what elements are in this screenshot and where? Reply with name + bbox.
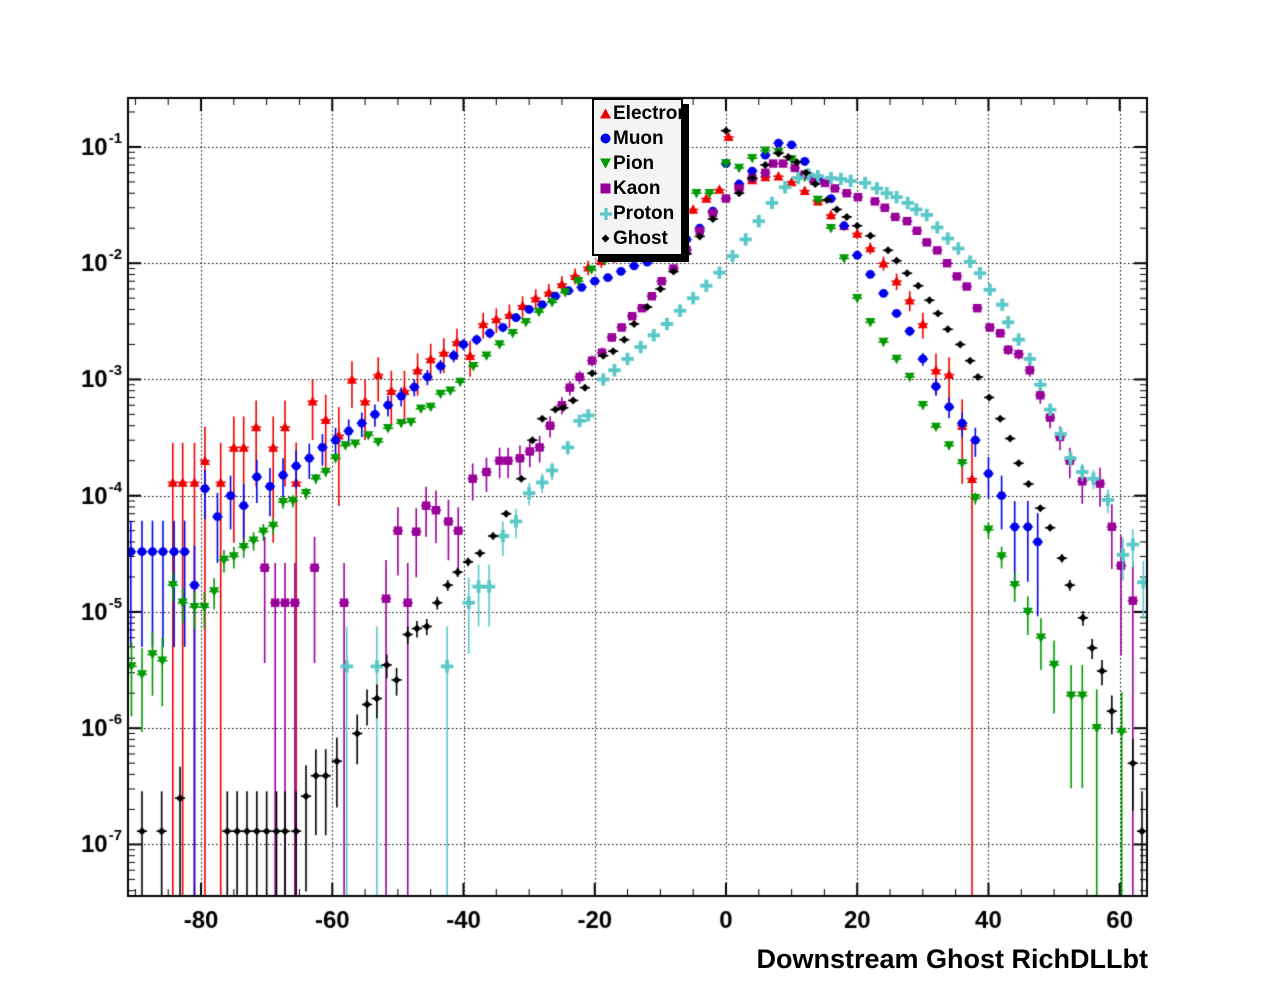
legend-label: Kaon <box>613 178 661 199</box>
legend-label: Muon <box>613 128 664 149</box>
legend-label: Electron <box>613 103 690 124</box>
muon-marker-icon <box>598 131 613 146</box>
legend-item-electron: Electron <box>598 101 689 126</box>
legend-box: Electron Muon Pion Kaon Proton Ghost <box>592 98 689 256</box>
legend-item-muon: Muon <box>598 126 681 151</box>
ghost-marker-icon <box>598 231 613 246</box>
electron-marker-icon <box>598 106 613 121</box>
legend-item-pion: Pion <box>598 151 681 176</box>
legend-item-proton: Proton <box>598 201 681 226</box>
legend-label: Pion <box>613 153 655 174</box>
legend-item-ghost: Ghost <box>598 226 681 251</box>
legend-item-kaon: Kaon <box>598 176 681 201</box>
x-axis-title: Downstream Ghost RichDLLbt <box>756 944 1148 974</box>
legend-label: Proton <box>613 203 675 224</box>
kaon-marker-icon <box>598 181 613 196</box>
pion-marker-icon <box>598 156 613 171</box>
legend-label: Ghost <box>613 228 668 249</box>
proton-marker-icon <box>598 206 613 221</box>
